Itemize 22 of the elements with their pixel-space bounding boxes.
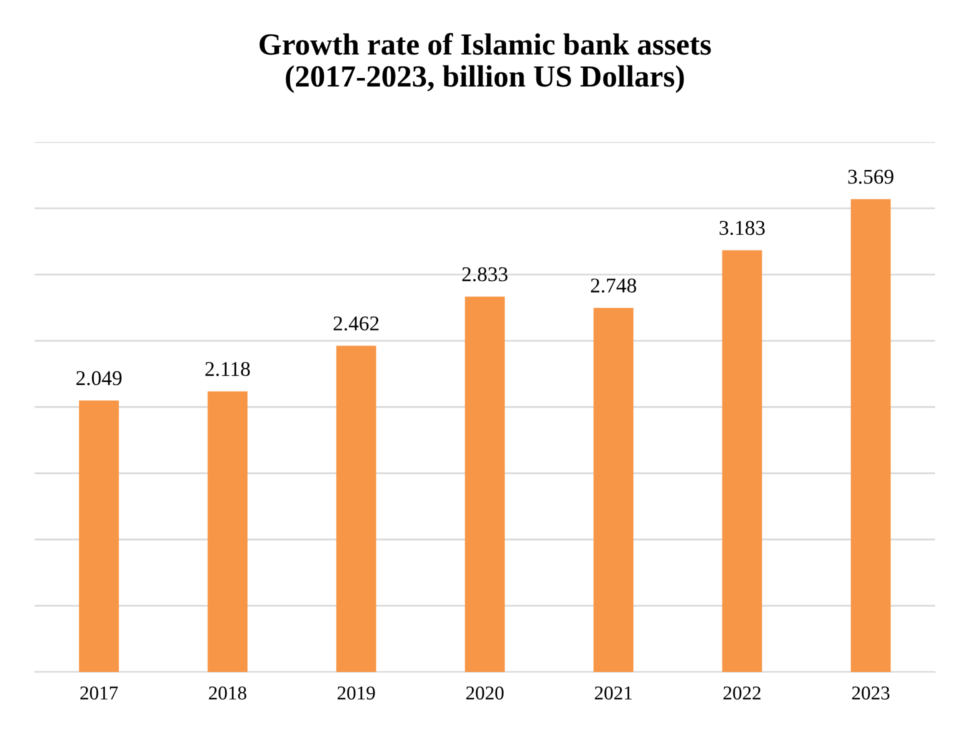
x-tick-label: 2020 bbox=[466, 686, 504, 700]
data-label: 2.049 bbox=[76, 371, 122, 386]
bar bbox=[850, 199, 891, 672]
data-label: 2.462 bbox=[334, 316, 379, 331]
chart-title: Growth rate of Islamic bank assets (2017-2023, billion US Dollars) bbox=[260, 33, 711, 93]
x-tick-label: 2018 bbox=[208, 686, 246, 700]
x-tick-label: 2022 bbox=[724, 686, 760, 700]
x-tick-label: 2017 bbox=[80, 686, 118, 700]
bar bbox=[208, 391, 248, 672]
data-label: 2.118 bbox=[205, 362, 250, 376]
data-label: 2.748 bbox=[590, 278, 636, 293]
x-tick-label: 2019 bbox=[338, 686, 375, 700]
data-label: 3.569 bbox=[848, 170, 894, 184]
x-tick-label: 2023 bbox=[852, 686, 890, 700]
x-tick-label: 2021 bbox=[594, 686, 632, 700]
bar bbox=[464, 296, 505, 672]
bar bbox=[336, 346, 376, 672]
bar bbox=[594, 308, 634, 672]
data-label: 2.833 bbox=[462, 267, 508, 282]
bar bbox=[79, 400, 119, 672]
bar bbox=[722, 250, 762, 672]
data-label: 3.183 bbox=[720, 220, 765, 236]
